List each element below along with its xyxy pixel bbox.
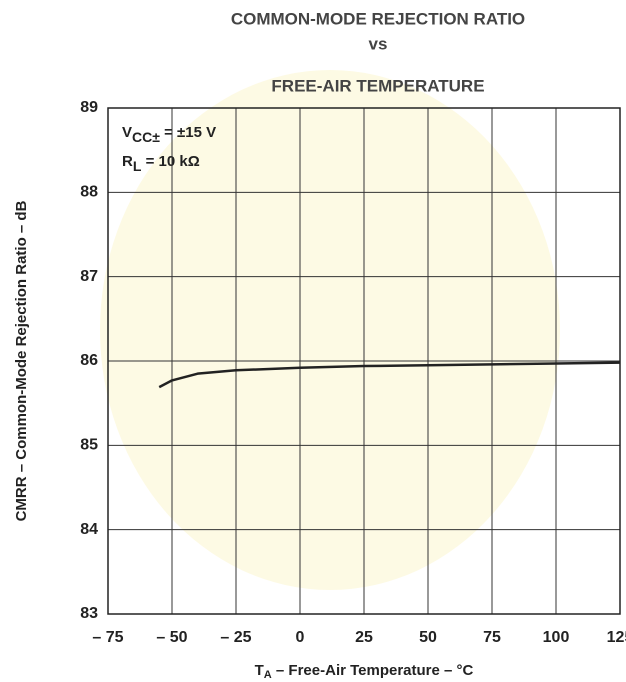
y-tick-label: 89 [80,99,98,116]
annotation: RL = 10 kΩ [122,153,200,174]
x-tick-label: 50 [419,629,437,646]
data-line [158,361,621,389]
annotation: VCC± = ±15 V [122,124,216,145]
x-tick-label: 25 [355,629,373,646]
x-tick-label: 75 [483,629,501,646]
y-tick-label: 88 [80,184,98,201]
x-tick-label: 125 [607,629,626,646]
x-tick-label: – 50 [156,629,187,646]
chart-title: FREE-AIR TEMPERATURE [271,76,484,95]
y-tick-label: 86 [80,352,98,369]
plot-frame [107,107,621,615]
y-tick-label: 84 [80,521,98,538]
y-tick-label: 83 [80,605,98,622]
x-tick-label: 0 [296,629,305,646]
x-tick-label: 100 [543,629,570,646]
y-tick-label: 87 [80,268,98,285]
chart-title: vs [369,34,388,53]
x-axis-label: TA – Free-Air Temperature – °C [255,662,474,681]
x-tick-label: – 25 [220,629,251,646]
y-tick-label: 85 [80,437,98,454]
watermark [100,70,560,590]
x-tick-label: – 75 [92,629,123,646]
y-axis-label: CMRR – Common-Mode Rejection Ratio – dB [13,200,30,521]
chart-title: COMMON-MODE REJECTION RATIO [231,9,525,28]
